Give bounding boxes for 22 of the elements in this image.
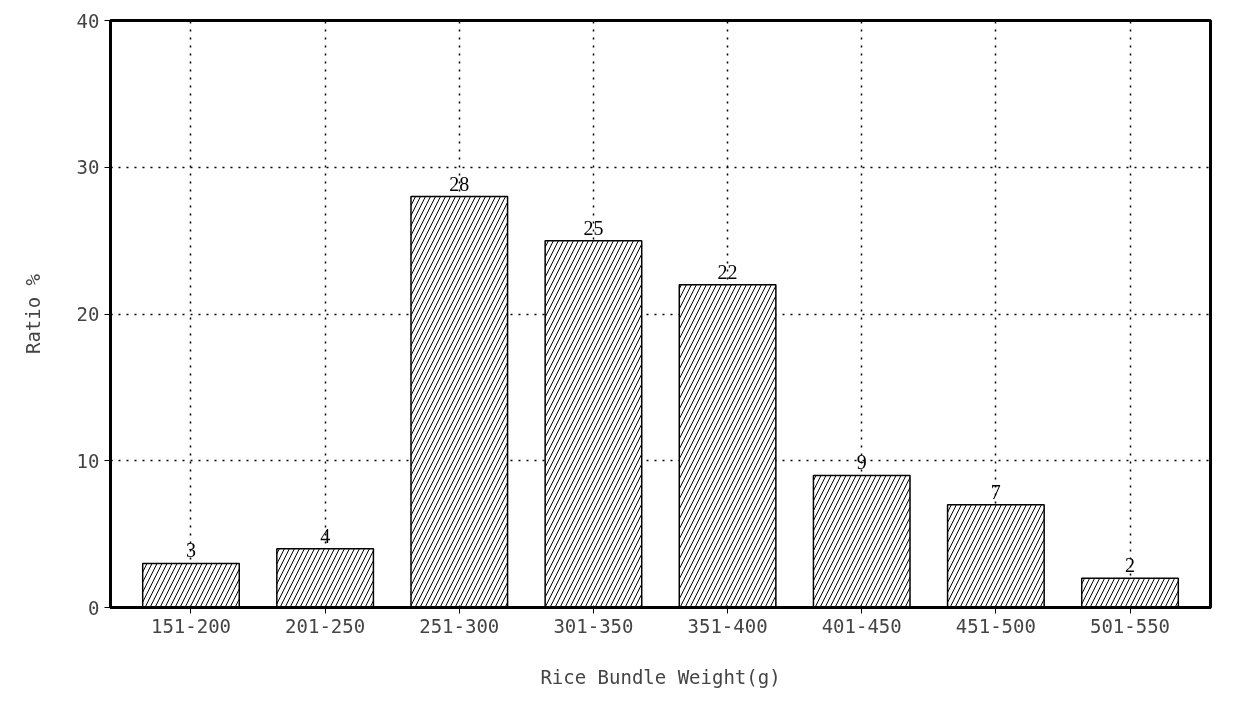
x-axis-title: Rice Bundle Weight(g) [540, 665, 781, 688]
y-tick-label: 30 [76, 156, 100, 179]
y-axis-title: Ratio % [21, 273, 44, 355]
x-tick-label: 451-500 [955, 614, 1036, 637]
y-tick-label: 10 [76, 449, 100, 472]
data-label: 7 [990, 480, 1001, 503]
y-tick-label: 40 [76, 9, 100, 32]
x-tick-label: 151-200 [150, 614, 232, 637]
data-label: 22 [717, 260, 738, 283]
x-tick-label: 251-300 [419, 614, 500, 637]
data-label: 3 [185, 539, 196, 562]
x-tick-label: 201-250 [285, 614, 366, 637]
data-label: 25 [583, 216, 604, 239]
x-tick-label: 501-550 [1089, 614, 1171, 637]
x-tick-label: 401-450 [821, 614, 902, 637]
x-tick-label: 351-400 [687, 614, 768, 637]
y-tick-label: 0 [88, 596, 100, 619]
data-label: 4 [320, 524, 331, 547]
y-tick-label: 20 [76, 303, 100, 325]
x-tick-label: 301-350 [553, 614, 634, 637]
data-label: 9 [856, 451, 867, 474]
data-label: 28 [449, 172, 470, 195]
